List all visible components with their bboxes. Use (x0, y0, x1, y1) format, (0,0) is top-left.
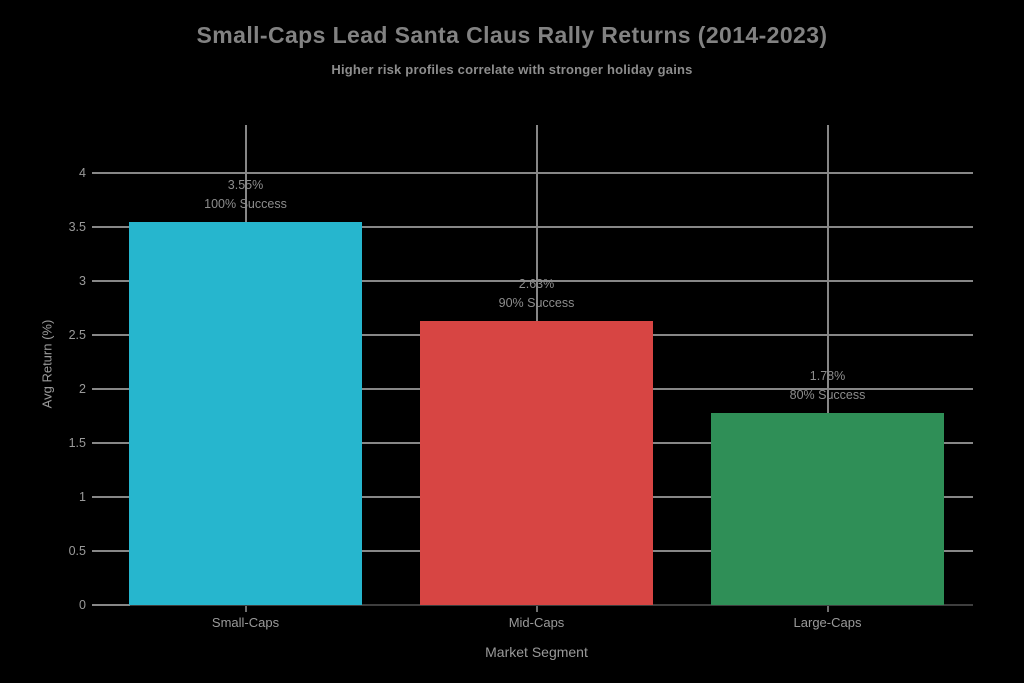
chart-subtitle: Higher risk profiles correlate with stro… (331, 62, 693, 77)
y-tick-mark (92, 604, 100, 606)
bar-annotation: 3.55% 100% Success (129, 176, 362, 214)
annotation-success-rate: 90% Success (498, 295, 575, 310)
x-axis-line (100, 604, 973, 606)
y-tick-mark (92, 496, 100, 498)
y-tick-label: 2.5 (68, 328, 86, 342)
y-tick-mark (92, 280, 100, 282)
annotation-success-rate: 100% Success (204, 196, 287, 211)
y-tick-label: 0.5 (68, 544, 86, 558)
x-axis-label: Market Segment (485, 644, 588, 660)
x-tick-label: Mid-Caps (508, 615, 565, 630)
y-tick-label: 2 (79, 382, 86, 396)
annotation-return-value: 1.78% (809, 368, 846, 383)
annotation-return-value: 2.63% (518, 276, 555, 291)
x-tick-mark (535, 606, 538, 612)
y-tick-mark (92, 388, 100, 390)
y-tick-mark (92, 334, 100, 336)
bar-large-caps (711, 412, 944, 605)
y-tick-label: 3.5 (68, 220, 86, 234)
x-tick-mark (826, 606, 829, 612)
y-tick-mark (92, 172, 100, 174)
x-gridline (826, 125, 829, 605)
y-tick-mark (92, 442, 100, 444)
y-tick-mark (92, 550, 100, 552)
y-tick-label: 4 (79, 166, 86, 180)
annotation-success-rate: 80% Success (789, 387, 866, 402)
plot-area: 0 0.5 1 1.5 2 2.5 3 3.5 4 3.55% 100% Success Small-… (69, 125, 973, 630)
y-tick-label: 3 (79, 274, 86, 288)
y-tick-label: 1 (79, 490, 86, 504)
y-tick-label: 1.5 (68, 436, 86, 450)
chart-title: Small-Caps Lead Santa Claus Rally Return… (196, 22, 828, 48)
bar-mid-caps (420, 320, 653, 605)
y-tick-label: 0 (79, 598, 86, 612)
annotation-return-value: 3.55% (227, 177, 264, 192)
bar-annotation: 1.78% 80% Success (711, 367, 944, 405)
zero-gridline-stub (100, 604, 130, 606)
bar-small-caps (129, 221, 362, 605)
bar-annotation: 2.63% 90% Success (420, 275, 653, 313)
y-tick-mark (92, 226, 100, 228)
x-tick-label: Small-Caps (211, 615, 280, 630)
x-tick-mark (244, 606, 247, 612)
x-tick-label: Large-Caps (793, 615, 862, 630)
